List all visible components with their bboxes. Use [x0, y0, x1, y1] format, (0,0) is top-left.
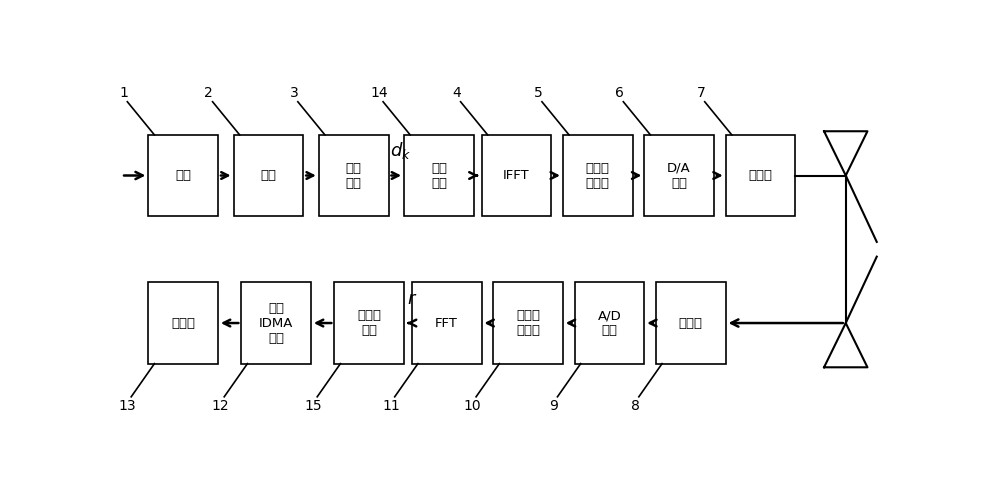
Text: 5: 5 — [534, 86, 542, 100]
Text: 3: 3 — [290, 86, 298, 100]
FancyBboxPatch shape — [726, 135, 795, 216]
Text: 移除循
环前缀: 移除循 环前缀 — [516, 309, 540, 337]
FancyBboxPatch shape — [656, 283, 726, 364]
FancyBboxPatch shape — [404, 135, 474, 216]
Text: 4: 4 — [452, 86, 461, 100]
Text: 映射: 映射 — [175, 169, 191, 182]
Text: 15: 15 — [305, 399, 322, 412]
Text: 14: 14 — [370, 86, 388, 100]
FancyBboxPatch shape — [574, 283, 644, 364]
Text: 2: 2 — [204, 86, 213, 100]
Text: D/A
转换: D/A 转换 — [667, 161, 691, 190]
FancyBboxPatch shape — [319, 135, 388, 216]
Text: FFT: FFT — [435, 317, 458, 330]
Text: IFFT: IFFT — [503, 169, 530, 182]
Text: $d_k$: $d_k$ — [390, 140, 411, 161]
Text: 7: 7 — [696, 86, 705, 100]
Text: 插入循
环前缀: 插入循 环前缀 — [586, 161, 610, 190]
FancyBboxPatch shape — [493, 283, 563, 364]
FancyBboxPatch shape — [482, 135, 551, 216]
FancyBboxPatch shape — [241, 283, 311, 364]
Text: 时域
交织: 时域 交织 — [431, 161, 447, 190]
Text: 传统
IDMA
检测: 传统 IDMA 检测 — [259, 302, 293, 344]
Text: 下变频: 下变频 — [679, 317, 703, 330]
Text: 12: 12 — [212, 399, 229, 412]
Text: 11: 11 — [382, 399, 400, 412]
Text: 10: 10 — [463, 399, 481, 412]
Text: 8: 8 — [631, 399, 639, 412]
Text: 9: 9 — [549, 399, 558, 412]
Text: 频域
交织: 频域 交织 — [346, 161, 362, 190]
FancyBboxPatch shape — [234, 135, 303, 216]
FancyBboxPatch shape — [334, 283, 404, 364]
Text: 6: 6 — [615, 86, 624, 100]
FancyBboxPatch shape — [644, 135, 714, 216]
Text: 1: 1 — [119, 86, 128, 100]
Text: 反映射: 反映射 — [171, 317, 195, 330]
Text: 解时域
交织: 解时域 交织 — [357, 309, 381, 337]
FancyBboxPatch shape — [148, 283, 218, 364]
Text: 13: 13 — [119, 399, 136, 412]
FancyBboxPatch shape — [148, 135, 218, 216]
Text: 扩频: 扩频 — [260, 169, 276, 182]
Text: A/D
转换: A/D 转换 — [598, 309, 621, 337]
Text: 上变频: 上变频 — [748, 169, 772, 182]
FancyBboxPatch shape — [563, 135, 633, 216]
Text: $r$: $r$ — [407, 290, 417, 308]
FancyBboxPatch shape — [412, 283, 482, 364]
